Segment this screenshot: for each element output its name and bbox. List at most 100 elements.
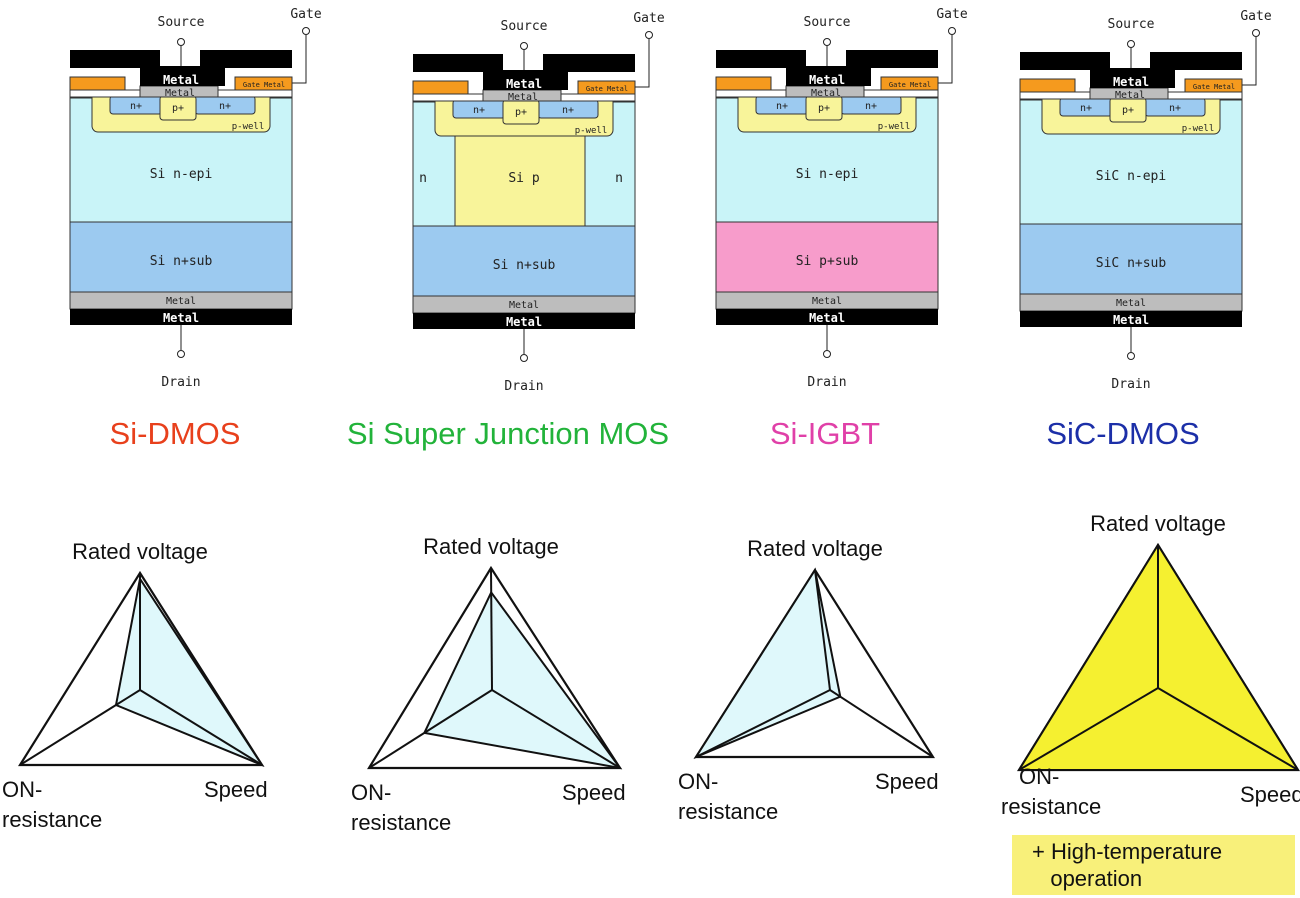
- bottom-metal-black: [716, 309, 938, 325]
- rated-voltage-label: Rated voltage: [423, 534, 559, 559]
- p-well-label: p-well: [878, 122, 911, 132]
- drain-label: Drain: [504, 379, 543, 394]
- radar-axis-1: [695, 689, 831, 758]
- epi-label: Si n-epi: [150, 167, 213, 182]
- radar-axis-ext-1: [368, 732, 425, 769]
- gate-metal-label: Gate Metal: [586, 85, 628, 93]
- bottom-metal-black: [70, 309, 292, 325]
- on-resistance-label-2: resistance: [2, 807, 103, 832]
- radar-axis-ext-2: [839, 695, 934, 758]
- drain-terminal: [823, 350, 831, 358]
- n-plus-label: n+: [562, 105, 574, 116]
- radar-axis-1: [115, 689, 141, 706]
- on-resistance-label: ON-: [678, 769, 719, 794]
- metal-label-bottom: Metal: [812, 296, 842, 307]
- metal-label-bottom-black: Metal: [506, 315, 542, 329]
- top-metal: [1020, 52, 1242, 88]
- p-plus-label: p+: [818, 103, 830, 114]
- metal-label-gray: Metal: [165, 88, 195, 99]
- p-well-label: p-well: [575, 126, 608, 136]
- gate-lead: [292, 35, 307, 84]
- substrate-layer: [69, 221, 293, 293]
- metal-label-gray: Metal: [1115, 90, 1145, 101]
- radar-axis-0: [814, 569, 831, 691]
- p-well-label: p-well: [232, 122, 265, 132]
- radar-axis-2: [139, 689, 263, 766]
- top-metal: [70, 50, 292, 86]
- p-plus-label: p+: [1122, 105, 1134, 116]
- epi-label: Si p: [508, 171, 539, 186]
- metal-label: Metal: [506, 77, 542, 91]
- radar-value-area: [114, 576, 265, 768]
- radar-chart-1: [367, 565, 623, 770]
- on-resistance-label-2: resistance: [678, 799, 779, 824]
- metal-label-bottom-black: Metal: [163, 311, 199, 325]
- source-label: Source: [1108, 17, 1155, 32]
- on-resistance-label: ON-: [1019, 764, 1060, 789]
- drain-label: Drain: [161, 375, 200, 390]
- substrate-label: Si p+sub: [796, 254, 859, 269]
- bottom-metal-black: [1020, 311, 1242, 327]
- radar-chart-0: [18, 570, 265, 768]
- n-plus-label: n+: [219, 101, 231, 112]
- metal-label-bottom-black: Metal: [1113, 313, 1149, 327]
- radar-axis-2: [491, 689, 621, 769]
- drain-label: Drain: [807, 375, 846, 390]
- top-metal: [413, 54, 635, 90]
- drain-terminal: [1127, 352, 1135, 360]
- metal-label-bottom: Metal: [1116, 298, 1146, 309]
- gate-metal-left: [1019, 78, 1076, 93]
- gate-metal-label: Gate Metal: [1193, 83, 1235, 91]
- on-resistance-label: ON-: [2, 777, 43, 802]
- high-temperature-note: + High-temperature operation: [1012, 835, 1295, 895]
- source-terminal: [823, 38, 831, 46]
- metal-label: Metal: [809, 73, 845, 87]
- drain-terminal: [520, 354, 528, 362]
- substrate-label: SiC n+sub: [1096, 256, 1167, 271]
- speed-label: Speed: [875, 769, 939, 794]
- source-terminal: [177, 38, 185, 46]
- p-plus-label: p+: [172, 103, 184, 114]
- source-label: Source: [501, 19, 548, 34]
- gate-terminal: [645, 31, 653, 39]
- rated-voltage-label: Rated voltage: [747, 536, 883, 561]
- n-plus-label: n+: [1080, 103, 1092, 114]
- gate-label: Gate: [290, 7, 321, 22]
- substrate-label: Si n+sub: [493, 258, 556, 273]
- gate-lead: [1242, 37, 1257, 86]
- n-plus-label: n+: [473, 105, 485, 116]
- gate-terminal: [1252, 29, 1260, 37]
- source-label: Source: [804, 15, 851, 30]
- metal-label-bottom: Metal: [166, 296, 196, 307]
- radar-chart-2: [693, 567, 935, 760]
- speed-label: Speed: [562, 780, 626, 805]
- metal-label: Metal: [1113, 75, 1149, 89]
- radar-axis-ext-1: [19, 704, 117, 766]
- drain-label: Drain: [1111, 377, 1150, 392]
- radar-axis-0: [490, 592, 493, 691]
- rated-voltage-label: Rated voltage: [1090, 511, 1226, 536]
- source-terminal: [520, 42, 528, 50]
- on-resistance-label: ON-: [351, 780, 392, 805]
- on-resistance-label-2: resistance: [351, 810, 452, 835]
- on-resistance-label-2: resistance: [1001, 794, 1102, 819]
- drain-terminal: [177, 350, 185, 358]
- speed-label: Speed: [204, 777, 268, 802]
- device-title-si-dmos: Si-DMOS: [109, 416, 241, 451]
- substrate-label: Si n+sub: [150, 254, 213, 269]
- gate-terminal: [948, 27, 956, 35]
- n-label-left: n: [419, 171, 427, 186]
- metal-label-bottom: Metal: [509, 300, 539, 311]
- epi-label: Si n-epi: [796, 167, 859, 182]
- gate-lead: [635, 39, 650, 88]
- metal-label-gray: Metal: [508, 92, 538, 103]
- radar-axis-2: [829, 689, 841, 698]
- source-label: Source: [158, 15, 205, 30]
- gate-terminal: [302, 27, 310, 35]
- n-plus-label: n+: [776, 101, 788, 112]
- rated-voltage-label: Rated voltage: [72, 539, 208, 564]
- speed-label: Speed: [1240, 782, 1300, 807]
- p-pillar: [454, 128, 586, 227]
